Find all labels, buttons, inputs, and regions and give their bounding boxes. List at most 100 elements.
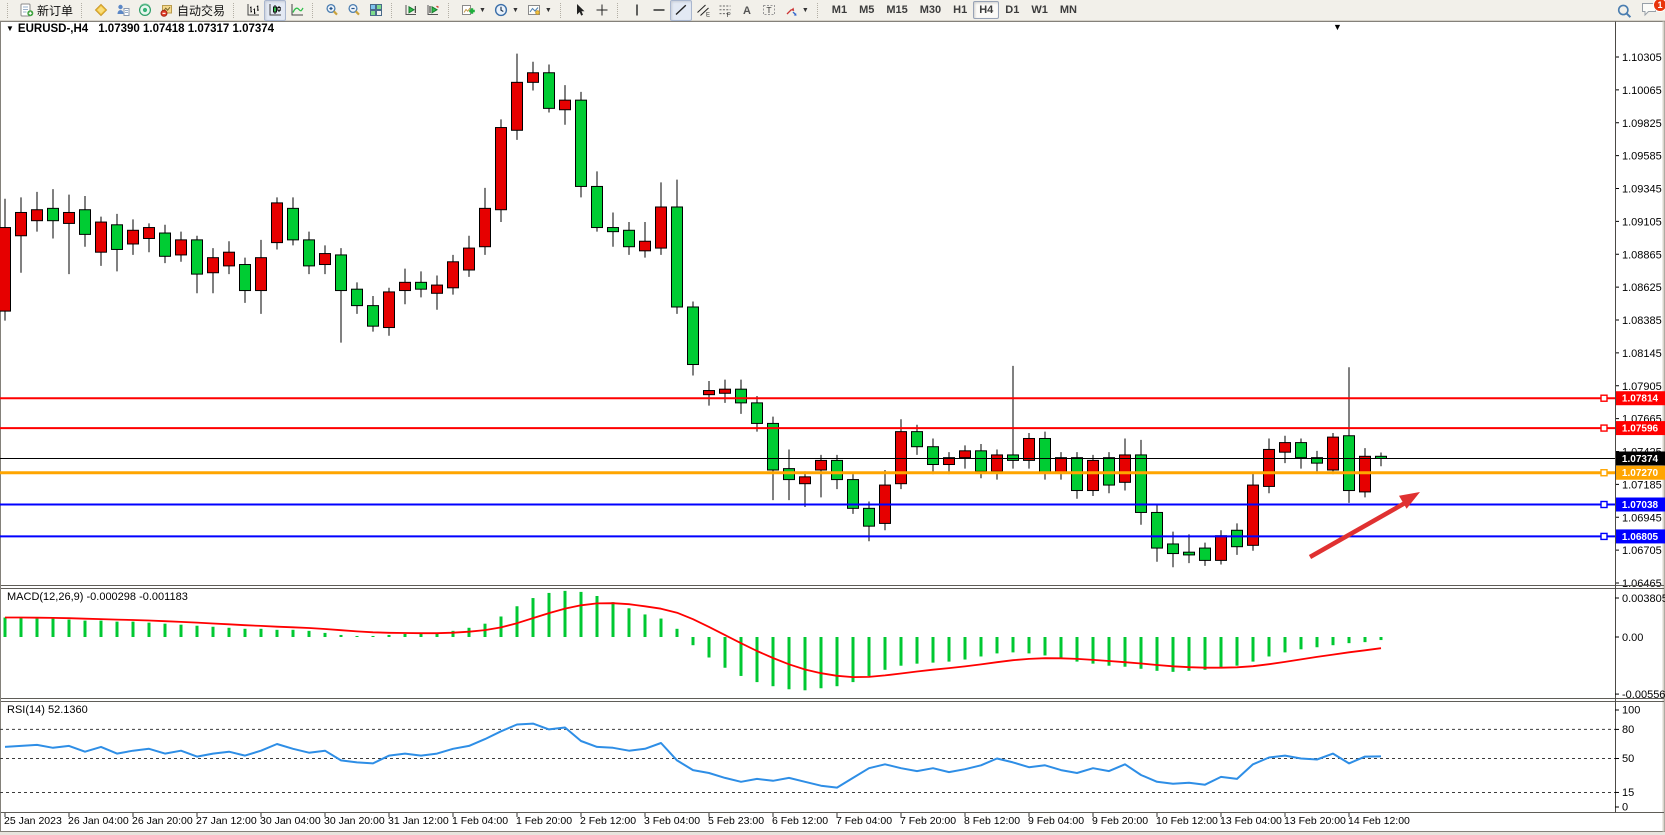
macd-signal-line — [5, 602, 1382, 678]
periods-button[interactable]: ▼ — [490, 0, 523, 21]
price-tick-label: 1.10065 — [1622, 85, 1662, 97]
tab-timeframe-d1[interactable]: D1 — [1005, 4, 1020, 16]
candle-bull — [1023, 437, 1035, 461]
tab-timeframe-m30[interactable]: M30 — [919, 4, 942, 16]
data-window-button[interactable] — [112, 0, 134, 21]
candle-bear — [543, 72, 555, 109]
toolbar-grip[interactable] — [391, 2, 396, 18]
time-tick-label: 7 Feb 20:00 — [900, 815, 956, 827]
auto-trading-button[interactable]: 自动交易 — [156, 0, 229, 21]
tab-timeframe-w1[interactable]: W1 — [1031, 4, 1048, 16]
price-tick-label: 1.07905 — [1622, 381, 1662, 393]
chart-title-ohlc: 1.07390 1.07418 1.07317 1.07374 — [98, 23, 275, 35]
search-icon[interactable] — [1616, 3, 1633, 20]
toolbar-grip[interactable] — [81, 2, 86, 18]
crosshair-icon — [595, 3, 609, 17]
text-button[interactable]: A — [736, 0, 758, 21]
trendline-button[interactable] — [669, 0, 692, 21]
toolbar-grip[interactable] — [312, 2, 317, 18]
toolbar-grip[interactable] — [448, 2, 453, 18]
tab-timeframe-mn[interactable]: MN — [1059, 4, 1077, 16]
chart-shift-marker[interactable]: ▼ — [1333, 22, 1342, 32]
navigator-button[interactable] — [134, 0, 156, 21]
chevron-down-icon: ▼ — [479, 6, 486, 14]
toolbar-grip[interactable] — [7, 2, 12, 18]
time-tick-label: 30 Jan 04:00 — [260, 815, 321, 827]
candle-bear — [863, 507, 875, 527]
candle-bear — [671, 206, 683, 308]
cursor-button[interactable] — [569, 0, 591, 21]
time-tick-label: 26 Jan 20:00 — [132, 815, 193, 827]
level-line-handle[interactable] — [1600, 500, 1608, 509]
candle-bear — [847, 479, 859, 509]
price-tick-label: 1.08385 — [1622, 315, 1662, 327]
tab-timeframe-m15[interactable]: M15 — [886, 4, 908, 16]
tab-timeframe-m1[interactable]: M1 — [831, 4, 848, 16]
level-line-handle[interactable] — [1600, 532, 1608, 541]
tab-timeframe-h1[interactable]: H1 — [953, 4, 968, 16]
tab-timeframe-m5[interactable]: M5 — [859, 4, 875, 16]
candle-bear — [239, 264, 251, 292]
tile-windows-button[interactable] — [365, 0, 387, 21]
templates-button[interactable]: ▼ — [523, 0, 556, 21]
arrows-button[interactable]: ▼ — [780, 0, 813, 21]
time-tick-label: 10 Feb 12:00 — [1156, 815, 1218, 827]
price-badge-label: 1.07596 — [1622, 424, 1659, 435]
svg-text:T: T — [766, 5, 771, 15]
price-tick-label: 1.09585 — [1622, 151, 1662, 163]
notification-badge: 1 — [1653, 0, 1665, 12]
zoom-in-button[interactable] — [321, 0, 343, 21]
trend-arrow-head[interactable] — [1399, 492, 1420, 509]
rsi-tick-label: 50 — [1622, 753, 1634, 765]
channel-icon: E — [696, 3, 710, 17]
vertical-line-button[interactable] — [626, 0, 648, 21]
indicators-button[interactable]: ▼ — [457, 0, 490, 21]
candle-bear — [687, 306, 699, 366]
auto-scroll-button[interactable] — [400, 0, 422, 21]
chevron-down-icon: ▼ — [511, 6, 519, 14]
symbol-dropdown-icon[interactable]: ▼ — [6, 24, 14, 33]
candle-bull — [959, 450, 971, 459]
chart-shift-button[interactable] — [422, 0, 444, 21]
fibonacci-button[interactable]: F — [714, 0, 736, 21]
channel-button[interactable]: E — [692, 0, 714, 21]
time-tick-label: 8 Feb 12:00 — [964, 815, 1020, 827]
zoom-out-button[interactable] — [343, 0, 365, 21]
line-chart-icon — [290, 3, 304, 17]
level-line-handle[interactable] — [1600, 469, 1608, 477]
level-line-handle[interactable] — [1600, 424, 1608, 432]
level-line-handle[interactable] — [1600, 394, 1608, 402]
candle-bear — [911, 431, 923, 448]
toolbar-grip[interactable] — [559, 2, 565, 18]
candle-bull — [703, 390, 715, 396]
chart-window-frame — [0, 21, 1665, 832]
text-label-button[interactable]: T — [758, 0, 780, 21]
crosshair-button[interactable] — [591, 0, 613, 21]
candle-bull — [719, 388, 731, 394]
horizontal-line-button[interactable] — [648, 0, 670, 21]
new-order-button[interactable]: 新订单 — [16, 0, 77, 21]
chat-button[interactable]: 1 — [1641, 0, 1665, 22]
candle-bear — [1295, 442, 1307, 459]
candle-bull — [127, 229, 139, 245]
candle-bull — [1087, 459, 1099, 492]
market-watch-button[interactable] — [90, 0, 112, 21]
toolbar-grip[interactable] — [816, 2, 822, 18]
macd-tick-label: -0.005569 — [1622, 689, 1665, 701]
templates-icon — [527, 3, 541, 17]
candle-bear — [975, 450, 987, 472]
time-tick-label: 30 Jan 20:00 — [324, 815, 385, 827]
line-chart-button[interactable] — [286, 0, 308, 21]
candle-bull — [223, 251, 235, 267]
candlestick-chart-button[interactable] — [264, 0, 287, 21]
trend-arrow[interactable] — [1308, 501, 1407, 559]
candle-bull — [271, 202, 283, 244]
candle-bear — [1343, 435, 1355, 492]
auto-scroll-icon — [404, 3, 418, 17]
tab-timeframe-h4[interactable]: H4 — [973, 1, 1000, 19]
toolbar-grip[interactable] — [233, 2, 238, 18]
bar-chart-button[interactable] — [242, 0, 264, 21]
toolbar-grip[interactable] — [616, 2, 622, 18]
time-tick-label: 26 Jan 04:00 — [68, 815, 129, 827]
